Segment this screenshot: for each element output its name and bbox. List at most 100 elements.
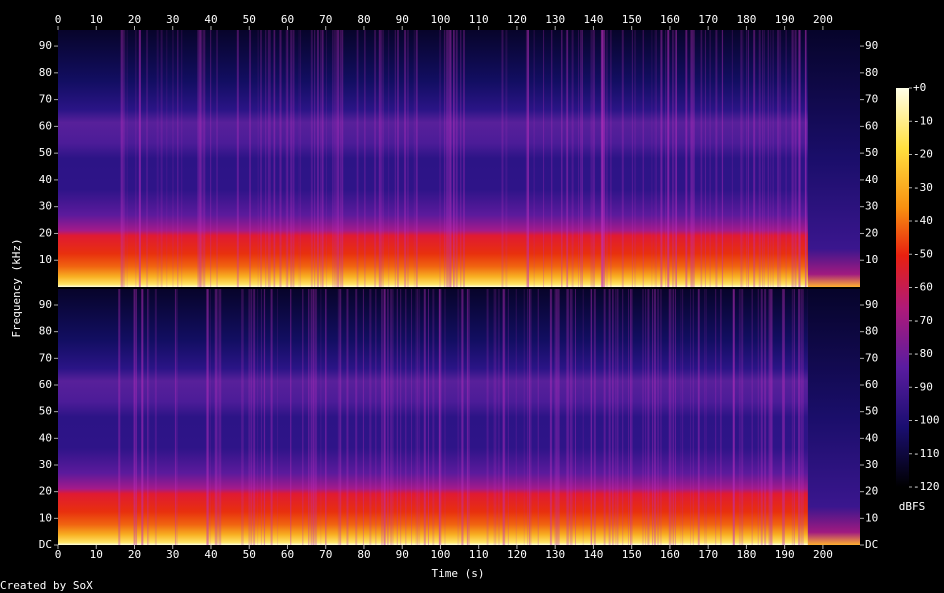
x-tick-label-top: 60: [281, 13, 294, 26]
x-tick-label: 20: [128, 548, 141, 561]
x-tick-label-top: 80: [357, 13, 370, 26]
colorbar-tick-label: -60: [913, 281, 933, 294]
colorbar-label: dBFS: [899, 500, 926, 513]
colorbar-tick-label: -70: [913, 314, 933, 327]
x-tick-label: 190: [775, 548, 795, 561]
spectrogram-tail: [807, 289, 860, 545]
x-tick-label: 70: [319, 548, 332, 561]
x-tick-label: 130: [545, 548, 565, 561]
x-tick-label-top: 20: [128, 13, 141, 26]
y-tick-label: 30: [39, 458, 52, 471]
y-tick-label-right: 80: [865, 325, 878, 338]
x-tick-label: 80: [357, 548, 370, 561]
y-tick-label-right: 10: [865, 511, 878, 524]
y-tick-label-right: 20: [865, 485, 878, 498]
y-tick-label: 90: [39, 39, 52, 52]
spectrogram-tail: [807, 30, 860, 287]
y-tick-label: 60: [39, 378, 52, 391]
y-tick-label: 70: [39, 93, 52, 106]
x-tick-label-top: 70: [319, 13, 332, 26]
x-tick-label-top: 100: [431, 13, 451, 26]
y-tick-label: 10: [39, 511, 52, 524]
y-tick-label-right: 60: [865, 378, 878, 391]
x-tick-label-top: 120: [507, 13, 527, 26]
y-tick-label-right: 80: [865, 66, 878, 79]
y-tick-label: 60: [39, 119, 52, 132]
plots: [58, 30, 860, 545]
x-tick-label-top: 200: [813, 13, 833, 26]
colorbar-tick-label: -80: [913, 347, 933, 360]
spectrogram-image: [58, 289, 860, 545]
x-axis-label: Time (s): [432, 567, 485, 580]
y-tick-label-right: 60: [865, 119, 878, 132]
y-tick-label-right: 90: [865, 298, 878, 311]
x-tick-label: 200: [813, 548, 833, 561]
y-tick-label: DC: [39, 538, 52, 551]
y-tick-label-right: 70: [865, 351, 878, 364]
y-tick-label-right: 70: [865, 93, 878, 106]
x-tick-label: 60: [281, 548, 294, 561]
x-tick-label-top: 110: [469, 13, 489, 26]
x-tick-label-top: 50: [243, 13, 256, 26]
x-tick-label: 10: [90, 548, 103, 561]
x-tick-label: 120: [507, 548, 527, 561]
y-tick-label-right: 40: [865, 431, 878, 444]
y-tick-label-right: 30: [865, 200, 878, 213]
y-tick-label-right: 30: [865, 458, 878, 471]
colorbar-tick-label: -10: [913, 114, 933, 127]
x-tick-label-top: 40: [204, 13, 217, 26]
colorbar-tick-label: -20: [913, 148, 933, 161]
x-tick-label: 170: [698, 548, 718, 561]
x-tick-label-top: 90: [396, 13, 409, 26]
y-tick-label-right: 10: [865, 253, 878, 266]
y-tick-label: 20: [39, 485, 52, 498]
y-tick-label: 50: [39, 146, 52, 159]
x-tick-label-top: 190: [775, 13, 795, 26]
spectrogram-image: [58, 30, 860, 287]
y-tick-label: 30: [39, 200, 52, 213]
x-tick-label: 150: [622, 548, 642, 561]
y-tick-label: 40: [39, 173, 52, 186]
y-tick-label-right: DC: [865, 538, 878, 551]
colorbar-tick-label: -40: [913, 214, 933, 227]
x-tick-label-top: 150: [622, 13, 642, 26]
y-tick-label: 80: [39, 66, 52, 79]
y-tick-label-right: 20: [865, 226, 878, 239]
x-tick-label-top: 170: [698, 13, 718, 26]
y-tick-label-right: 40: [865, 173, 878, 186]
footer: Created by SoX: [0, 579, 93, 592]
x-tick-label: 160: [660, 548, 680, 561]
y-tick-label-right: 50: [865, 146, 878, 159]
colorbar-tick-label: -100: [913, 414, 940, 427]
y-tick-label-right: 50: [865, 405, 878, 418]
x-tick-label: 180: [736, 548, 756, 561]
colorbar: [896, 88, 909, 487]
colorbar-tick-label: -110: [913, 447, 940, 460]
x-tick-label: 140: [583, 548, 603, 561]
y-tick-label: 80: [39, 325, 52, 338]
y-tick-label: 90: [39, 298, 52, 311]
x-tick-label: 110: [469, 548, 489, 561]
x-tick-label-top: 160: [660, 13, 680, 26]
y-tick-label: 20: [39, 226, 52, 239]
x-tick-label-top: 10: [90, 13, 103, 26]
x-tick-label: 30: [166, 548, 179, 561]
y-tick-label: 10: [39, 253, 52, 266]
colorbar-tick-label: -120: [913, 480, 940, 493]
y-axis-label: Frequency (kHz): [10, 238, 23, 337]
x-tick-label: 90: [396, 548, 409, 561]
x-tick-label-top: 30: [166, 13, 179, 26]
x-tick-label-top: 180: [736, 13, 756, 26]
x-tick-label: 50: [243, 548, 256, 561]
x-tick-label-top: 130: [545, 13, 565, 26]
x-tick-label-top: 0: [55, 13, 62, 26]
x-tick-label: 0: [55, 548, 62, 561]
y-tick-label-right: 90: [865, 39, 878, 52]
y-tick-label: 70: [39, 351, 52, 364]
colorbar-tick-label: -90: [913, 380, 933, 393]
colorbar-tick-label: -50: [913, 247, 933, 260]
x-tick-label: 40: [204, 548, 217, 561]
colorbar-tick-label: +0: [913, 81, 926, 94]
colorbar-tick-label: -30: [913, 181, 933, 194]
